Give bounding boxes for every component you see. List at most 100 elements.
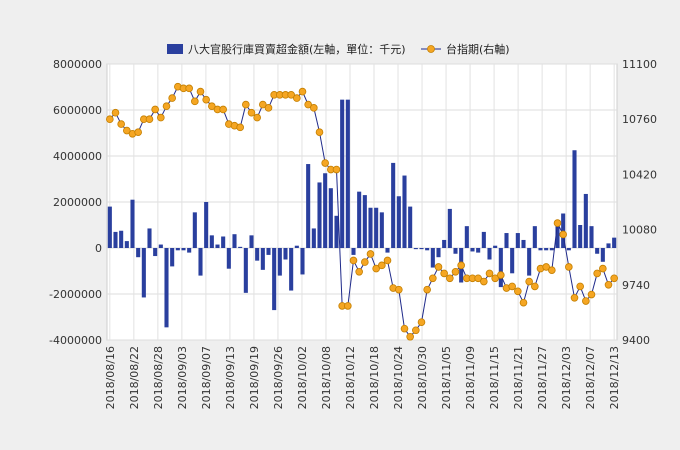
line-point <box>553 219 562 227</box>
bar <box>566 248 571 251</box>
y-right-tick-label: 10760 <box>622 113 657 126</box>
line-point <box>264 104 273 112</box>
bar <box>555 225 560 248</box>
x-tick-label: 2018/10/08 <box>320 346 333 409</box>
bar <box>340 99 345 249</box>
legend-bar-swatch <box>167 44 183 54</box>
line-point <box>525 277 533 286</box>
line-point <box>310 104 318 112</box>
bar <box>408 206 413 248</box>
bar <box>130 199 135 248</box>
line-point <box>451 268 460 276</box>
x-tick-label: 2018/10/24 <box>392 346 405 409</box>
line-point <box>293 94 301 102</box>
bar <box>300 248 305 275</box>
line-point <box>344 302 352 310</box>
bar <box>153 248 158 257</box>
bar <box>595 248 600 254</box>
y-right-tick-label: 10080 <box>622 224 657 237</box>
bar <box>510 248 515 274</box>
line-point <box>168 94 176 102</box>
bar <box>453 248 458 254</box>
bar <box>413 248 418 250</box>
bar <box>119 230 124 248</box>
line-point <box>514 287 522 296</box>
bar <box>147 228 152 248</box>
y-right-tick-label: 9400 <box>622 334 650 347</box>
x-tick-label: 2018/09/13 <box>224 346 237 409</box>
line-point <box>378 261 386 270</box>
line-point <box>491 274 499 283</box>
bar <box>606 243 611 248</box>
line-point <box>576 282 584 291</box>
line-point <box>366 250 375 258</box>
line-point <box>434 263 443 271</box>
line-point <box>542 263 550 271</box>
line-point <box>423 285 431 294</box>
line-point <box>599 264 607 273</box>
y-left-tick-label: 2000000 <box>53 196 102 209</box>
line-point <box>208 102 216 111</box>
line-point <box>457 261 465 270</box>
bar <box>158 244 163 248</box>
line-point <box>219 105 227 114</box>
bar <box>436 248 441 258</box>
line-point <box>315 128 324 136</box>
bar <box>464 226 469 248</box>
bar <box>181 248 186 251</box>
bar <box>170 248 175 267</box>
bar <box>311 228 316 248</box>
line-point <box>349 256 358 265</box>
bar <box>374 207 379 248</box>
line-point <box>519 298 528 307</box>
bar <box>527 248 532 276</box>
y-right-tick-label: 9740 <box>622 279 650 292</box>
bar <box>141 248 146 298</box>
x-tick-label: 2018/08/16 <box>104 346 117 409</box>
line-point <box>304 100 312 109</box>
x-tick-label: 2018/08/22 <box>128 346 141 409</box>
line-point <box>412 326 420 335</box>
bar <box>249 235 254 248</box>
bar <box>515 233 520 248</box>
bar <box>204 202 209 248</box>
bar <box>351 248 356 255</box>
x-tick-label: 2018/12/07 <box>584 346 597 409</box>
line-point <box>531 282 539 291</box>
bar <box>136 248 141 258</box>
x-tick-label: 2018/12/13 <box>608 346 621 409</box>
line-series <box>106 82 618 341</box>
bar <box>572 150 577 248</box>
gridlines <box>107 63 617 341</box>
x-tick-label: 2018/10/02 <box>296 346 309 409</box>
line-point <box>157 113 165 122</box>
bar <box>192 212 197 248</box>
bar <box>532 226 537 248</box>
line-point <box>106 115 114 123</box>
bar <box>481 231 486 248</box>
y-left-tick-label: 6000000 <box>53 104 102 117</box>
line-point <box>406 332 414 341</box>
line-point <box>570 293 579 302</box>
line-point <box>236 123 244 132</box>
bar <box>107 206 112 248</box>
bar <box>402 175 407 248</box>
bar <box>612 237 617 248</box>
bar <box>476 248 481 253</box>
x-tick-label: 2018/09/07 <box>200 346 213 409</box>
bar <box>379 212 384 248</box>
legend-line-marker <box>427 45 435 53</box>
bar <box>391 162 396 248</box>
line-point <box>417 318 426 326</box>
bar <box>470 248 475 252</box>
y-left-tick-label: 4000000 <box>53 150 102 163</box>
bar <box>260 248 265 270</box>
bar <box>396 196 401 248</box>
legend-bar-label: 八大官股行庫買賣超金額(左軸，單位：千元) <box>188 42 406 56</box>
line-point <box>259 100 267 109</box>
bar <box>600 248 605 262</box>
bar <box>323 173 328 248</box>
bar <box>442 239 447 248</box>
x-tick-label: 2018/09/03 <box>176 346 189 409</box>
bar <box>209 235 214 248</box>
